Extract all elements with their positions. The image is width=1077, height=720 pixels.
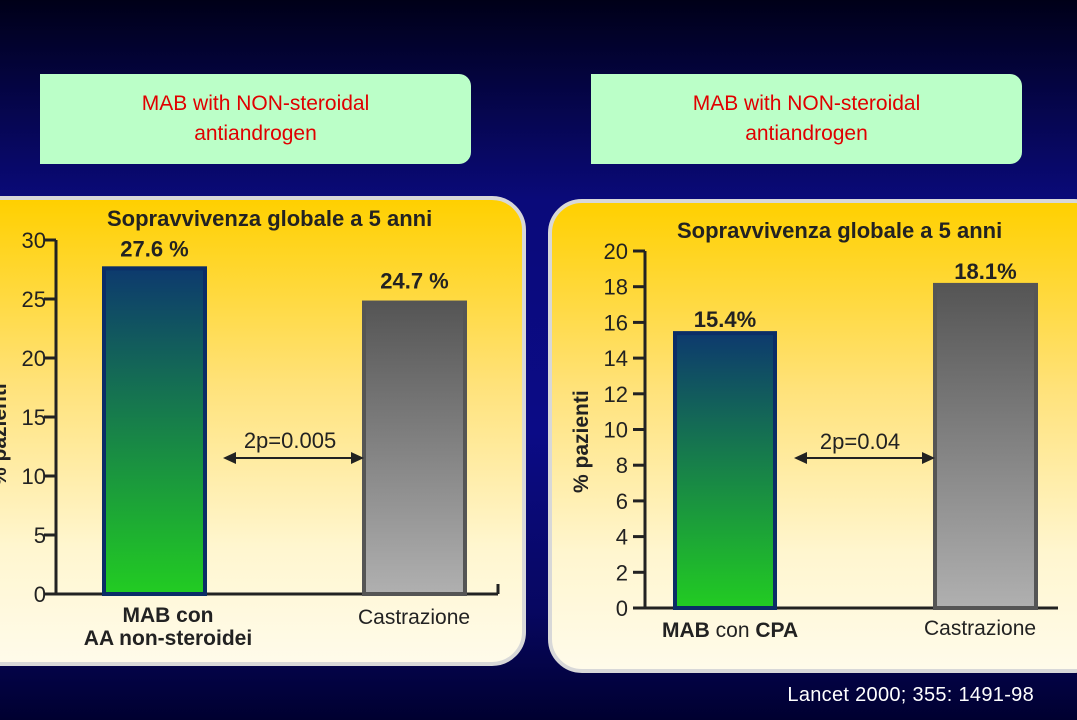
right-y-tick-label: 14	[604, 346, 628, 371]
left-arrowhead-right	[351, 452, 364, 464]
right-chart-svg: 0 2 4 6 8 10 12 14 16 18 20 15.4% 18.1% 2p=0.04	[604, 239, 1058, 621]
left-category-1-line2: AA non-steroidei	[83, 627, 253, 650]
left-bar-2-value-label: 24.7 %	[380, 269, 449, 294]
left-y-tick-label: 15	[22, 405, 46, 430]
left-y-tick-label: 10	[22, 464, 46, 489]
right-bar-1	[673, 331, 777, 611]
left-y-tick-label: 0	[34, 582, 46, 607]
right-arrowhead-left	[794, 452, 807, 464]
right-category-1-plain: con	[709, 619, 756, 642]
right-bar-1-value-label: 15.4%	[694, 307, 756, 332]
right-y-tick-label: 12	[604, 382, 628, 407]
left-y-tick-label: 30	[22, 228, 46, 253]
right-y-tick-label: 2	[616, 560, 628, 585]
right-y-tick-label: 16	[604, 310, 628, 335]
left-chart-title: Sopravvivenza globale a 5 anni	[107, 206, 433, 231]
left-header-text: MAB with NON-steroidal antiandrogen	[106, 89, 406, 149]
right-y-tick-label: 20	[604, 239, 628, 264]
right-arrowhead-right	[922, 452, 935, 464]
right-header-text: MAB with NON-steroidal antiandrogen	[657, 89, 957, 149]
right-chart-panel: Sopravvivenza globale a 5 anni % pazient…	[548, 199, 1077, 675]
right-header-line2: antiandrogen	[745, 122, 868, 145]
right-category-1: MAB con CPA	[662, 619, 798, 642]
left-bar-1-value-label: 27.6 %	[120, 236, 189, 261]
left-y-tick-label: 5	[34, 523, 46, 548]
left-y-tick-label: 25	[22, 287, 46, 312]
left-header-box: MAB with NON-steroidal antiandrogen	[40, 74, 471, 164]
right-y-tick-label: 0	[616, 596, 628, 621]
left-bar-2	[362, 300, 467, 596]
right-bar-2-value-label: 18.1%	[954, 259, 1016, 284]
left-arrowhead-left	[223, 452, 236, 464]
left-chart-svg: 0 5 10 15 20 25 30 27.6 % 24.7 % 2p=0.005	[22, 228, 500, 607]
right-y-tick-label: 18	[604, 275, 628, 300]
right-header-box: MAB with NON-steroidal antiandrogen	[591, 74, 1022, 164]
left-bar-1	[102, 266, 207, 596]
right-y-tick-label: 6	[616, 489, 628, 514]
right-chart-title: Sopravvivenza globale a 5 anni	[677, 218, 1003, 243]
left-category-1-line1: MAB con	[122, 604, 214, 627]
left-header-line2: antiandrogen	[194, 122, 317, 145]
left-header-line1: MAB with NON-steroidal	[141, 92, 370, 115]
left-category-2: Castrazione	[358, 606, 470, 629]
left-chart-panel: Sopravvivenza globale a 5 anni % pazient…	[0, 196, 530, 670]
right-category-1-bold2: CPA	[755, 619, 799, 642]
right-bar-2	[933, 282, 1038, 610]
right-category-2: Castrazione	[924, 617, 1036, 640]
right-category-1-bold: MAB	[662, 619, 710, 642]
left-significance-label: 2p=0.005	[244, 428, 336, 453]
right-y-tick-label: 10	[604, 418, 628, 443]
right-significance-label: 2p=0.04	[820, 429, 900, 454]
right-category-2-label: Castrazione	[924, 617, 1037, 640]
citation: Lancet 2000; 355: 1491-98	[787, 684, 1034, 706]
right-y-tick-label: 4	[616, 525, 628, 550]
left-y-tick-label: 20	[22, 346, 46, 371]
left-category-2-label: Castrazione	[358, 606, 471, 629]
left-category-1: MAB con AA non-steroidei	[78, 604, 258, 650]
right-y-tick-label: 8	[616, 453, 628, 478]
right-header-line1: MAB with NON-steroidal	[692, 92, 921, 115]
